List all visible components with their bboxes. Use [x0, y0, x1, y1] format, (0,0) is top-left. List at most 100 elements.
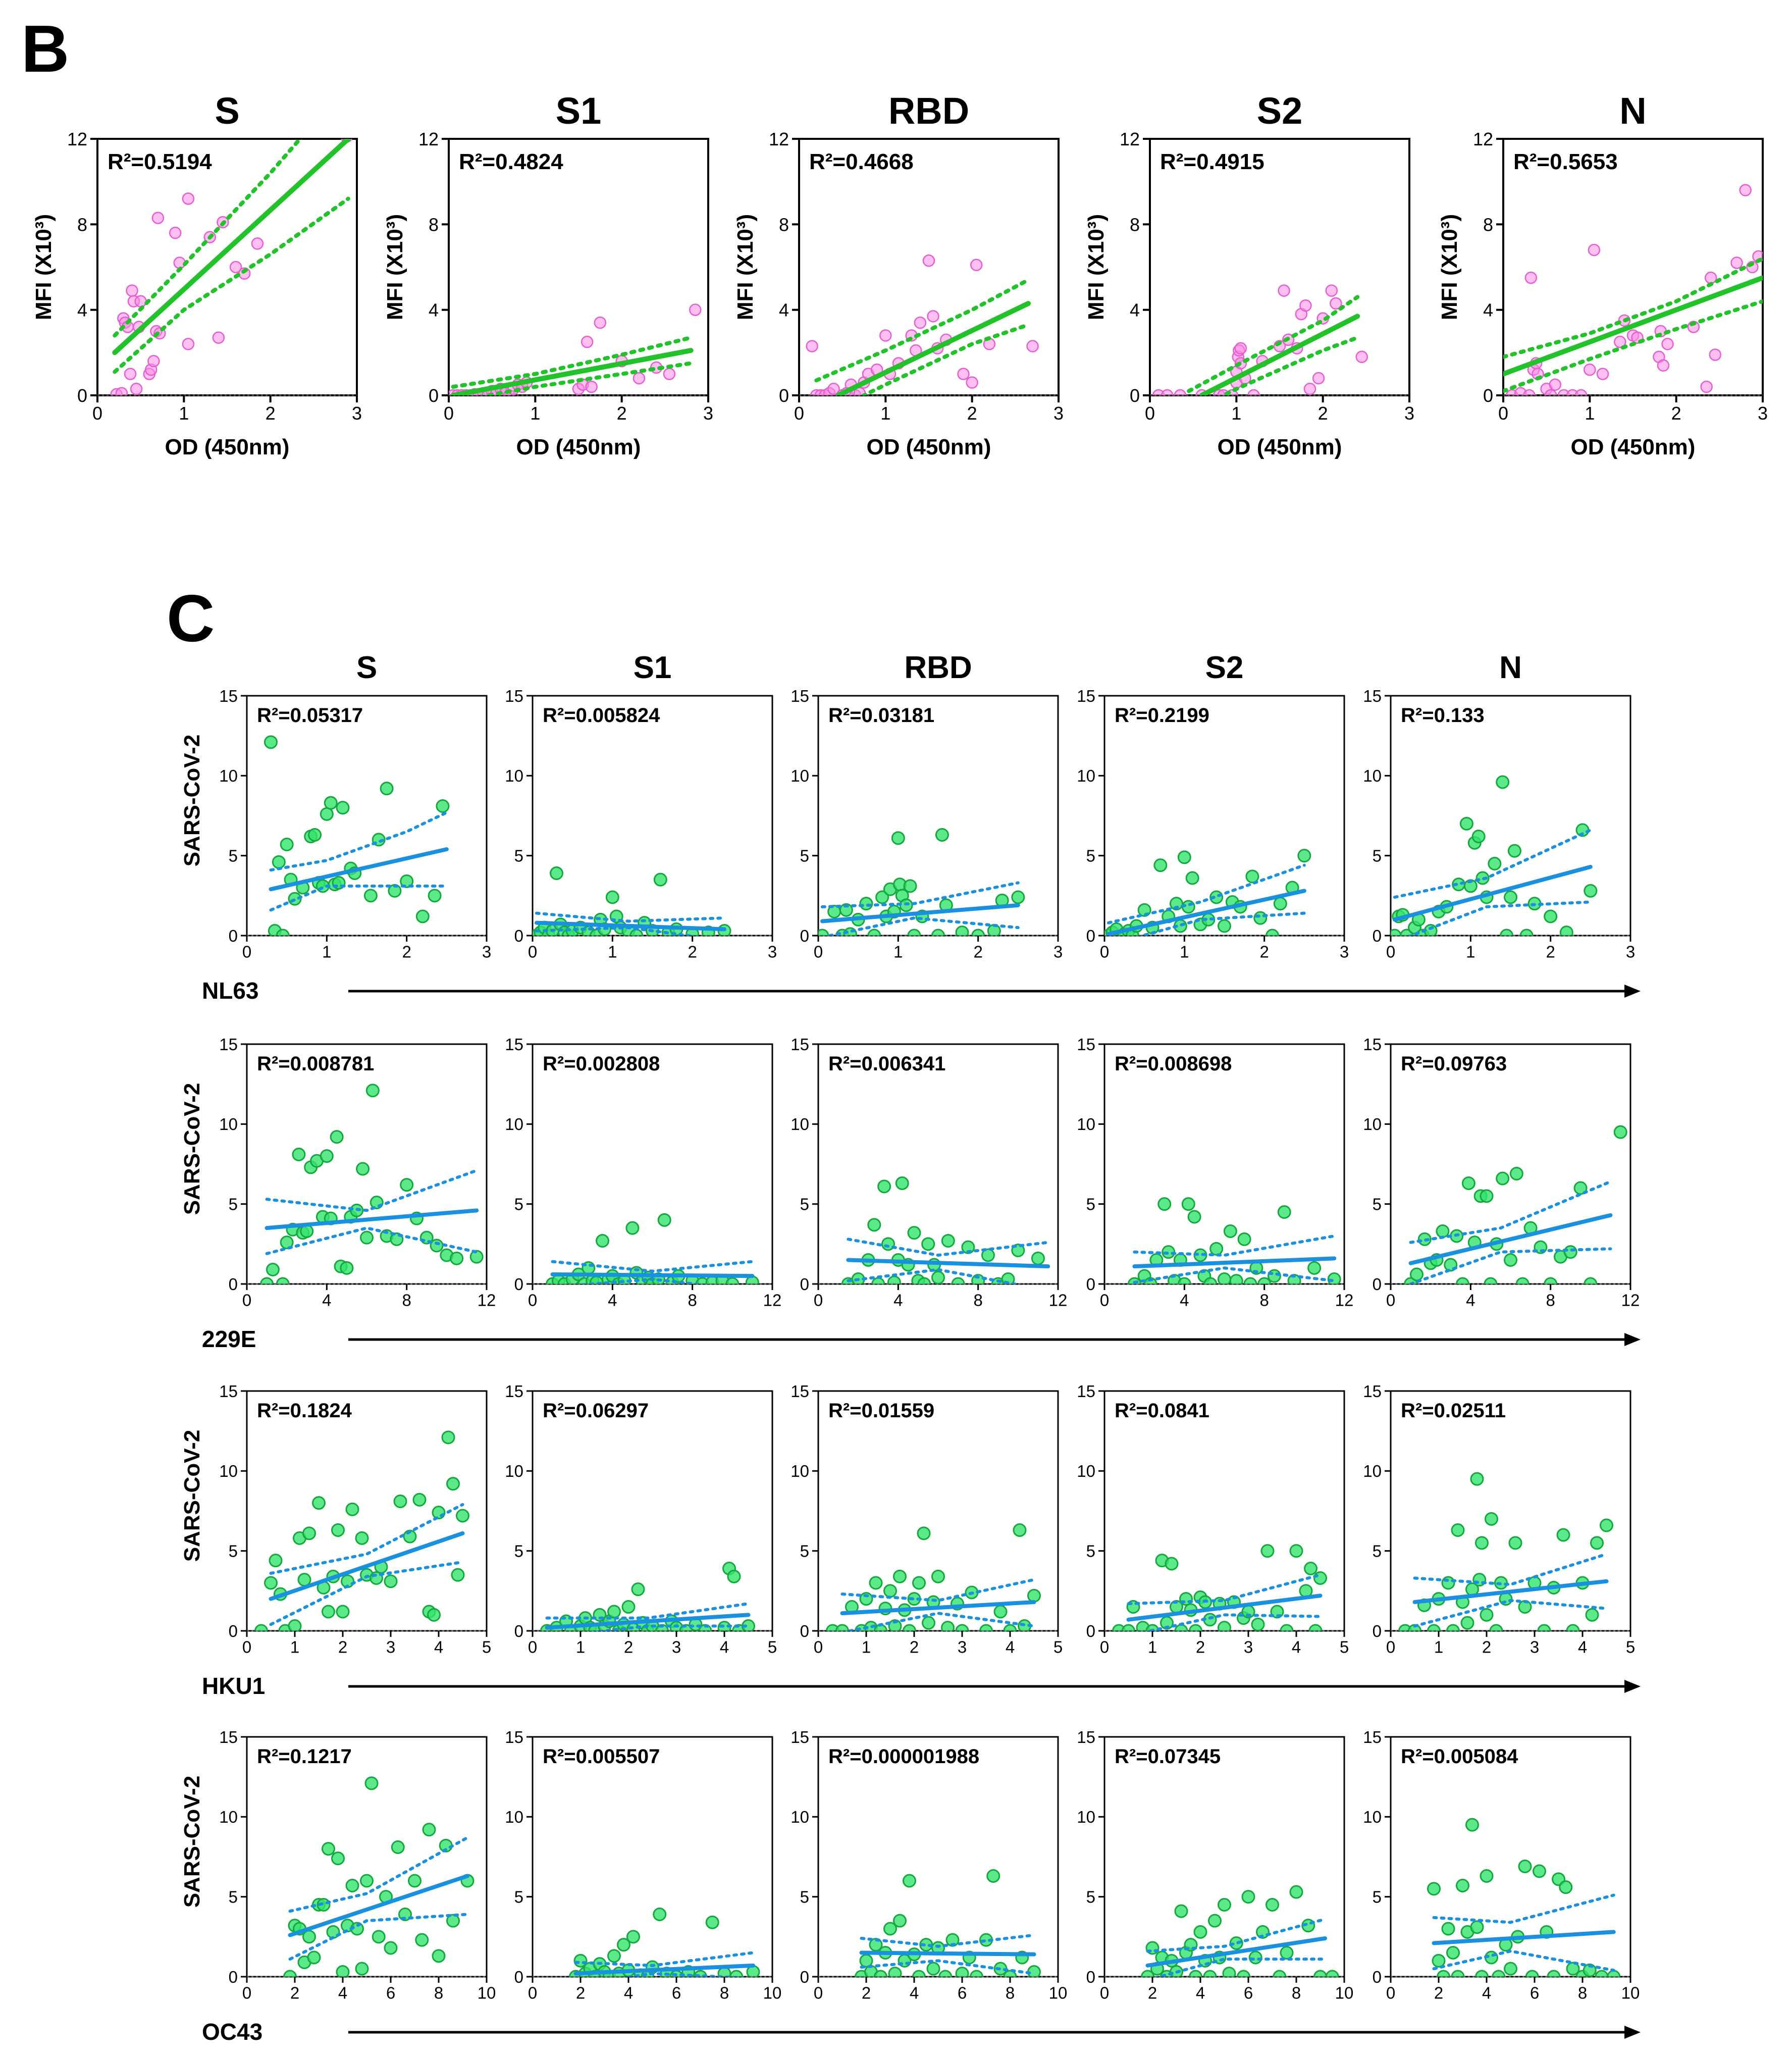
lines-group	[450, 335, 694, 395]
data-point	[689, 303, 702, 316]
points-group	[1141, 1885, 1339, 1977]
x-tick-label: 12	[1621, 1291, 1640, 1309]
data-point	[134, 295, 147, 307]
points-group	[806, 254, 1039, 395]
data-point	[1451, 1523, 1465, 1537]
x-tick-label: 0	[92, 403, 102, 424]
x-tick-label: 2	[973, 942, 982, 961]
data-point	[966, 376, 978, 389]
r2-label: R²=0.005084	[1401, 1745, 1518, 1768]
data-point	[124, 368, 137, 380]
data-point	[182, 192, 195, 205]
x-tick-label: 4	[608, 1291, 617, 1309]
data-point	[1427, 1624, 1441, 1631]
fit-line	[846, 1258, 1050, 1269]
chart-title: S1	[556, 90, 602, 132]
data-point	[867, 929, 881, 936]
data-point	[415, 1933, 429, 1947]
lines-group	[1408, 1180, 1613, 1284]
data-point	[1600, 1518, 1613, 1532]
x-tick-label: 2	[862, 1983, 871, 2002]
x-tick-label: 2	[1318, 403, 1328, 424]
data-point	[269, 1554, 283, 1568]
y-tick-label: 5	[800, 1542, 809, 1561]
chart-5: 0 5 10 15 0 1 2 3 R²=0.05317	[219, 687, 491, 961]
data-point	[874, 1970, 887, 1977]
y-tick-label: 15	[505, 687, 523, 705]
data-point	[1203, 1277, 1218, 1284]
x-tick-label: 12	[478, 1291, 496, 1309]
x-tick-label: 5	[1053, 1637, 1063, 1656]
x-axis-label: OD (450nm)	[1218, 435, 1342, 459]
data-point	[446, 1477, 460, 1491]
data-point	[355, 1962, 369, 1976]
data-point	[322, 1842, 335, 1856]
data-point	[970, 259, 983, 272]
data-point	[302, 1930, 316, 1944]
chart-11: 0 5 10 15 0 4 8 12 R²=0.002808	[505, 1035, 781, 1309]
data-point	[1496, 1171, 1510, 1186]
data-point	[1607, 1970, 1621, 1977]
ci-lower-line	[822, 916, 1020, 936]
ci-lower-line	[288, 1913, 469, 1961]
plot-frame	[448, 138, 709, 396]
row-virus-label: NL63	[202, 977, 258, 1004]
x-tick-label: 10	[1621, 1983, 1640, 2002]
ci-upper-line	[545, 1602, 750, 1620]
y-tick-label: 5	[514, 1542, 523, 1561]
plot-frame	[532, 1043, 773, 1285]
data-point	[1312, 372, 1325, 385]
data-point	[1304, 1562, 1317, 1575]
data-point	[727, 1569, 741, 1583]
y-tick-label: 0	[229, 1275, 238, 1294]
data-point	[393, 1495, 407, 1508]
lines-group	[820, 881, 1020, 936]
data-point	[1229, 1274, 1243, 1284]
x-tick-label: 0	[1100, 1983, 1109, 2002]
x-tick-label: 1	[1434, 1637, 1443, 1656]
ci-upper-line	[1146, 1918, 1327, 1953]
data-point	[1441, 1576, 1455, 1590]
ci-lower-line	[1409, 1247, 1612, 1284]
data-point	[1251, 1617, 1265, 1631]
data-point	[1237, 1970, 1250, 1977]
data-point	[312, 1496, 326, 1510]
x-axis-label: OD (450nm)	[867, 435, 991, 459]
x-tick-label: 3	[1626, 942, 1635, 961]
y-axis-label: MFI (X10³)	[383, 214, 407, 320]
x-tick-label: 2	[1546, 942, 1555, 961]
data-point	[1700, 380, 1713, 393]
data-point	[1704, 271, 1717, 284]
ci-upper-line	[269, 1503, 464, 1575]
data-point	[1187, 1210, 1201, 1224]
data-point	[254, 1624, 268, 1631]
data-point	[581, 335, 594, 348]
data-point	[1427, 1882, 1441, 1896]
r2-label: R²=0.4668	[809, 149, 914, 174]
x-tick-label: 0	[814, 942, 823, 961]
chart-23: 0 5 10 15 0 2 4 6 8 10 R²=0.07345	[1077, 1728, 1353, 2002]
data-point	[1507, 844, 1521, 858]
data-point	[126, 284, 138, 297]
x-axis-label: OD (450nm)	[165, 435, 290, 459]
data-point	[1141, 1970, 1154, 1977]
lines-group	[1412, 1553, 1609, 1628]
fit-line	[859, 1950, 1036, 1957]
ci-upper-line	[814, 278, 1031, 383]
data-point	[893, 1569, 907, 1583]
data-point	[941, 1621, 955, 1631]
data-point	[280, 838, 294, 851]
y-tick-label: 8	[779, 214, 789, 235]
y-tick-label: 15	[790, 687, 809, 705]
data-point	[1307, 1261, 1322, 1275]
y-tick-label: 10	[790, 766, 809, 785]
data-point	[1266, 1898, 1279, 1912]
x-tick-label: 6	[958, 1983, 967, 2002]
data-point	[302, 1526, 316, 1540]
data-point	[1330, 297, 1342, 310]
y-tick-label: 15	[1363, 687, 1382, 705]
x-tick-label: 0	[1498, 403, 1508, 424]
ci-lower-line	[1153, 1958, 1327, 1977]
